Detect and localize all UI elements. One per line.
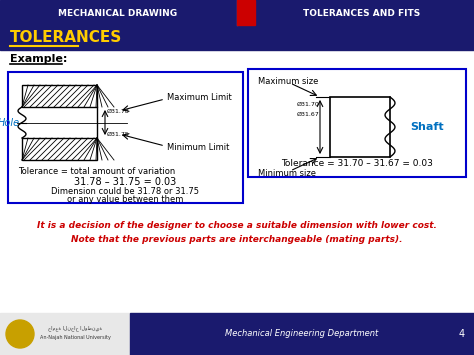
Bar xyxy=(248,69,466,177)
Text: 31.78 – 31.75 = 0.03: 31.78 – 31.75 = 0.03 xyxy=(74,177,176,187)
Bar xyxy=(22,138,97,160)
Bar xyxy=(0,50,474,313)
Bar xyxy=(0,313,130,355)
Text: Ø31.78: Ø31.78 xyxy=(107,109,130,114)
Text: Ø31.70: Ø31.70 xyxy=(296,102,319,106)
Bar xyxy=(8,72,243,203)
Text: An-Najah National University: An-Najah National University xyxy=(39,334,110,339)
Text: It is a decision of the designer to choose a suitable dimension with lower cost.: It is a decision of the designer to choo… xyxy=(37,220,437,229)
Bar xyxy=(0,0,474,25)
Text: 4: 4 xyxy=(459,329,465,339)
Text: Mechanical Engineering Department: Mechanical Engineering Department xyxy=(225,329,379,339)
Circle shape xyxy=(6,320,34,348)
Bar xyxy=(0,25,474,50)
Text: Tolerance = 31.70 – 31.67 = 0.03: Tolerance = 31.70 – 31.67 = 0.03 xyxy=(281,158,433,168)
Bar xyxy=(22,85,97,107)
Text: Maximum size: Maximum size xyxy=(258,76,319,86)
Text: جامعة النجاح الوطنية: جامعة النجاح الوطنية xyxy=(48,325,102,331)
Text: Ø31.75: Ø31.75 xyxy=(107,131,130,137)
Text: TOLERANCES: TOLERANCES xyxy=(10,31,122,45)
Text: MECHANICAL DRAWING: MECHANICAL DRAWING xyxy=(58,9,178,17)
Text: TOLERANCES AND FITS: TOLERANCES AND FITS xyxy=(303,9,420,17)
Text: Example:: Example: xyxy=(10,54,67,64)
Text: Shaft: Shaft xyxy=(410,122,444,132)
Text: Minimum Limit: Minimum Limit xyxy=(167,143,229,153)
Bar xyxy=(130,313,474,355)
Bar xyxy=(237,0,255,25)
Text: Minimum size: Minimum size xyxy=(258,169,316,178)
Text: Dimension could be 31.78 or 31.75: Dimension could be 31.78 or 31.75 xyxy=(51,187,199,197)
Text: Note that the previous parts are interchangeable (mating parts).: Note that the previous parts are interch… xyxy=(71,235,403,244)
Bar xyxy=(330,97,390,157)
Text: Tolerance = total amount of variation: Tolerance = total amount of variation xyxy=(18,168,175,176)
Text: Hole: Hole xyxy=(0,118,20,128)
Text: Ø31.67: Ø31.67 xyxy=(296,111,319,116)
Text: or any value between them: or any value between them xyxy=(67,195,183,203)
Text: Maximum Limit: Maximum Limit xyxy=(167,93,232,102)
